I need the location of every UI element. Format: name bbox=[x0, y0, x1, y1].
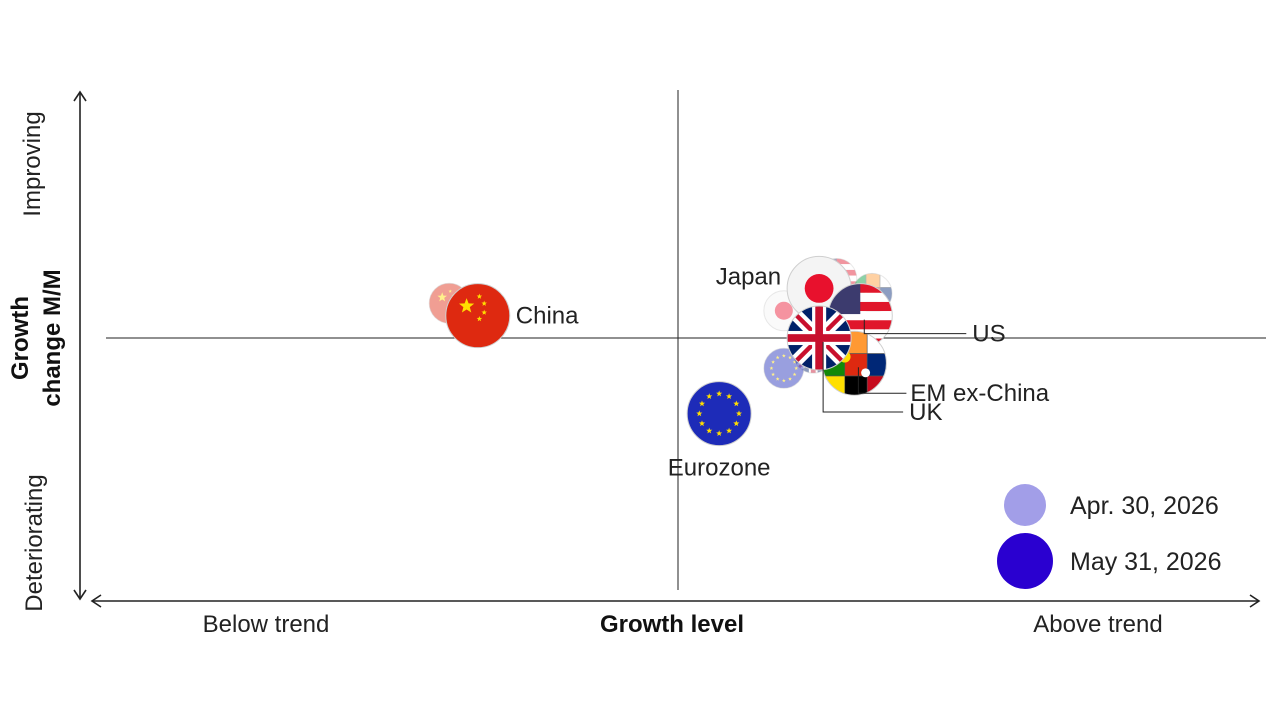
star-icon bbox=[481, 300, 487, 306]
eu-star-icon bbox=[706, 393, 713, 400]
x-axis-title: Growth level bbox=[600, 611, 744, 638]
x-axis-arrow-left-icon bbox=[90, 594, 102, 608]
eu-star-icon bbox=[698, 400, 706, 407]
annotation-japan: Japan bbox=[716, 263, 781, 290]
japan-sun bbox=[774, 301, 793, 320]
eu-star-icon bbox=[716, 430, 723, 437]
eu-star-icon bbox=[698, 420, 706, 427]
legend-marker-may bbox=[997, 533, 1053, 589]
eu-flag-outline-icon bbox=[763, 347, 805, 389]
leader-line-em-ex-china bbox=[857, 367, 907, 394]
x-axis-low-label: Below trend bbox=[203, 611, 330, 638]
y-axis-arrow-up-icon bbox=[73, 90, 87, 102]
eu-star-icon bbox=[788, 376, 792, 381]
uk-flag-outline-icon bbox=[786, 305, 852, 371]
eu-star-icon bbox=[781, 353, 786, 358]
annotation-em-ex-china: EM ex-China bbox=[910, 380, 1049, 407]
eu-star-icon bbox=[733, 420, 740, 427]
eu-star-icon bbox=[771, 372, 775, 377]
eu-flag-outline-icon bbox=[686, 381, 752, 447]
eu-star-icon bbox=[771, 360, 775, 364]
eu-star-icon bbox=[769, 366, 774, 370]
china-flag-outline-icon bbox=[445, 283, 511, 349]
legend-label-apr: Apr. 30, 2026 bbox=[1070, 492, 1219, 520]
flag-bg bbox=[445, 283, 510, 348]
eu-star-icon bbox=[775, 376, 780, 381]
eu-star-icon bbox=[794, 366, 799, 370]
legend-label-may: May 31, 2026 bbox=[1070, 548, 1222, 576]
eu-star-icon bbox=[775, 355, 780, 360]
eu-star-icon bbox=[792, 360, 797, 364]
leader-line-uk bbox=[822, 342, 904, 413]
star-icon bbox=[448, 289, 452, 293]
annotation-eurozone: Eurozone bbox=[668, 455, 771, 482]
japan-sun bbox=[804, 274, 834, 303]
eu-star-icon bbox=[733, 400, 740, 407]
us-stripe bbox=[828, 311, 893, 321]
us-stripe bbox=[828, 320, 893, 330]
eu-star-icon bbox=[726, 427, 733, 434]
star-icon bbox=[481, 309, 487, 315]
star-icon bbox=[476, 293, 483, 299]
legend-marker-apr bbox=[1004, 484, 1046, 526]
uk-cross-red bbox=[815, 306, 823, 370]
y-axis-high-label: Improving bbox=[19, 111, 46, 216]
y-axis-arrow-down-icon bbox=[73, 589, 87, 601]
eu-star-icon bbox=[716, 390, 723, 397]
annotation-us: US bbox=[972, 321, 1005, 348]
eu-star-icon bbox=[726, 393, 733, 400]
china-big-star-icon bbox=[458, 298, 475, 313]
annotation-china: China bbox=[516, 303, 579, 330]
x-axis-high-label: Above trend bbox=[1033, 611, 1162, 638]
em-flag-tile bbox=[866, 375, 887, 396]
star-icon bbox=[476, 316, 483, 322]
y-axis-low-label: Deteriorating bbox=[21, 474, 48, 611]
leader-line-us bbox=[863, 319, 967, 335]
eu-star-icon bbox=[735, 410, 743, 417]
eu-star-icon bbox=[788, 355, 792, 360]
y-axis-title-line1: Growth bbox=[7, 296, 34, 380]
point-may-china bbox=[445, 283, 510, 348]
point-may-eurozone bbox=[687, 381, 752, 446]
x-axis-arrow-right-icon bbox=[1249, 594, 1261, 608]
annotation-uk: UK bbox=[909, 399, 942, 426]
point-may-uk bbox=[787, 306, 852, 370]
china-big-star-icon bbox=[437, 292, 447, 302]
em-flag-detail bbox=[861, 368, 871, 378]
y-axis-title-line2: change M/M bbox=[39, 269, 66, 406]
eu-star-icon bbox=[706, 427, 713, 434]
eu-star-icon bbox=[781, 378, 786, 383]
eu-star-icon bbox=[696, 410, 703, 417]
eu-star-icon bbox=[792, 372, 797, 377]
